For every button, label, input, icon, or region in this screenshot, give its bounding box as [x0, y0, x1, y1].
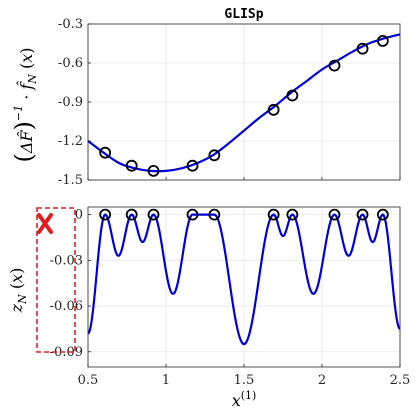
svg-text:(ΔF̂)−1 · f̂N (x): (ΔF̂)−1 · f̂N (x) [10, 47, 39, 162]
bottom-data-point [356, 208, 369, 221]
chart-title: GLISp [224, 7, 263, 22]
bottom-data-point [125, 208, 138, 221]
bottom-x-ticks: 0.5 1 1.5 2 2.5 [78, 364, 411, 388]
top-data-point [186, 159, 199, 172]
bottom-series-line [87, 213, 401, 346]
bottom-points [99, 208, 389, 221]
top-data-point [356, 42, 369, 55]
bottom-panel: 0-0.03-0.06-0.09 0.5 1 1.5 2 2.5 zN (x) x(1) [7, 206, 411, 410]
top-panel: GLISp -0.3 -0.6 -0.9 -1.2 -1.5 (ΔF̂)−1 · f̂N… [10, 7, 401, 188]
annotation-dashed-box [36, 207, 76, 353]
top-curve [87, 33, 401, 173]
cross-mark-icon [37, 213, 53, 234]
top-y-tick-label: -1.2 [58, 134, 83, 149]
bottom-data-point [267, 208, 280, 221]
bottom-data-point [147, 208, 160, 221]
top-data-point [99, 146, 112, 159]
bottom-data-point [186, 208, 199, 221]
top-y-ticks: -0.3 -0.6 -0.9 -1.2 -1.5 [58, 17, 401, 188]
bottom-x-tick-label: 2.5 [390, 373, 411, 388]
bottom-y-ticks: 0-0.03-0.06-0.09 [50, 208, 91, 360]
top-y-tick-label: -0.6 [58, 56, 83, 71]
top-grid [87, 23, 401, 181]
top-y-tick-label: -0.3 [58, 17, 83, 32]
bottom-data-point [376, 208, 389, 221]
top-series-line [87, 33, 401, 173]
bottom-y-tick-label: 0 [75, 208, 83, 223]
bottom-y-tick-label: -0.06 [50, 299, 83, 314]
bottom-x-tick-label: 1.5 [234, 373, 255, 388]
bottom-x-tick-label: 2 [318, 373, 326, 388]
bottom-y-tick-label: -0.03 [50, 253, 83, 268]
top-y-tick-label: -1.5 [58, 173, 83, 188]
top-ylabel: (ΔF̂)−1 · f̂N (x) [10, 47, 39, 162]
svg-text:x(1): x(1) [232, 389, 257, 410]
bottom-curve [87, 213, 401, 346]
bottom-data-point [208, 208, 221, 221]
top-data-point [376, 35, 389, 47]
top-data-point [267, 103, 280, 116]
bottom-data-point [328, 208, 341, 221]
top-points [99, 35, 389, 177]
bottom-x-tick-label: 1 [162, 373, 170, 388]
top-data-point [286, 89, 299, 102]
bottom-ylabel: zN (x) [7, 268, 29, 314]
top-y-tick-label: -0.9 [58, 95, 83, 110]
top-data-point [147, 164, 160, 177]
bottom-data-point [99, 208, 112, 221]
svg-text:zN (x): zN (x) [7, 268, 29, 314]
bottom-xlabel: x(1) [232, 389, 257, 410]
bottom-x-tick-label: 0.5 [78, 373, 99, 388]
top-data-point [208, 149, 221, 162]
top-data-point [328, 59, 341, 72]
top-data-point [125, 159, 138, 172]
bottom-data-point [286, 208, 299, 221]
